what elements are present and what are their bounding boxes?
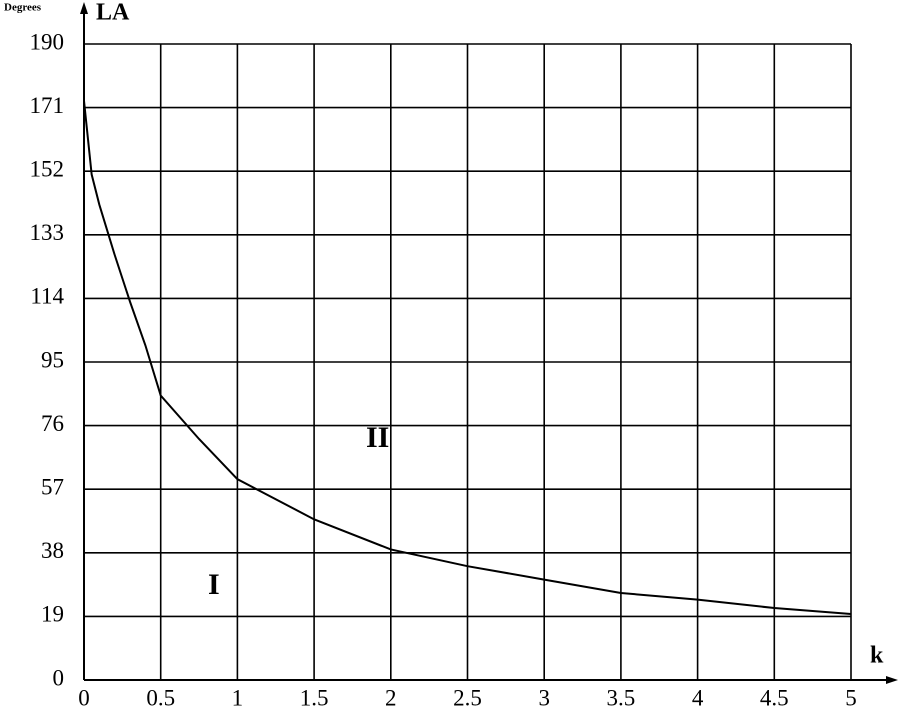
x-tick-label: 0.5 (146, 685, 175, 710)
x-tick-label: 2.5 (453, 685, 482, 710)
y-tick-label: 38 (41, 538, 64, 563)
x-tick-label: 5 (845, 685, 857, 710)
x-tick-label: 1.5 (300, 685, 329, 710)
y-tick-label: 57 (41, 474, 64, 499)
x-axis-arrow (886, 676, 898, 684)
y-tick-label: 114 (30, 284, 64, 309)
x-tick-label: 3 (538, 685, 550, 710)
x-tick-label: 3.5 (607, 685, 636, 710)
x-tick-label: 0 (78, 685, 90, 710)
y-tick-label: 152 (30, 156, 65, 181)
x-axis-label: k (870, 643, 884, 669)
y-tick-label: 171 (30, 93, 65, 118)
y-tick-label: 95 (41, 347, 64, 372)
x-tick-label: 4 (692, 685, 704, 710)
y-tick-label: 190 (30, 29, 65, 54)
x-tick-label: 4.5 (760, 685, 789, 710)
y-tick-label: 76 (41, 411, 64, 436)
x-tick-label: 2 (385, 685, 397, 710)
y-tick-label: 0 (53, 665, 65, 690)
y-unit-label: Degrees (4, 2, 42, 14)
y-tick-label: 19 (41, 602, 64, 627)
y-tick-label: 133 (30, 220, 65, 245)
y-axis-arrow (80, 2, 88, 14)
x-tick-label: 1 (232, 685, 244, 710)
data-line (83, 100, 852, 616)
region-label: II (366, 421, 389, 454)
y-axis-label: LA (96, 0, 130, 26)
region-label: I (208, 568, 220, 601)
